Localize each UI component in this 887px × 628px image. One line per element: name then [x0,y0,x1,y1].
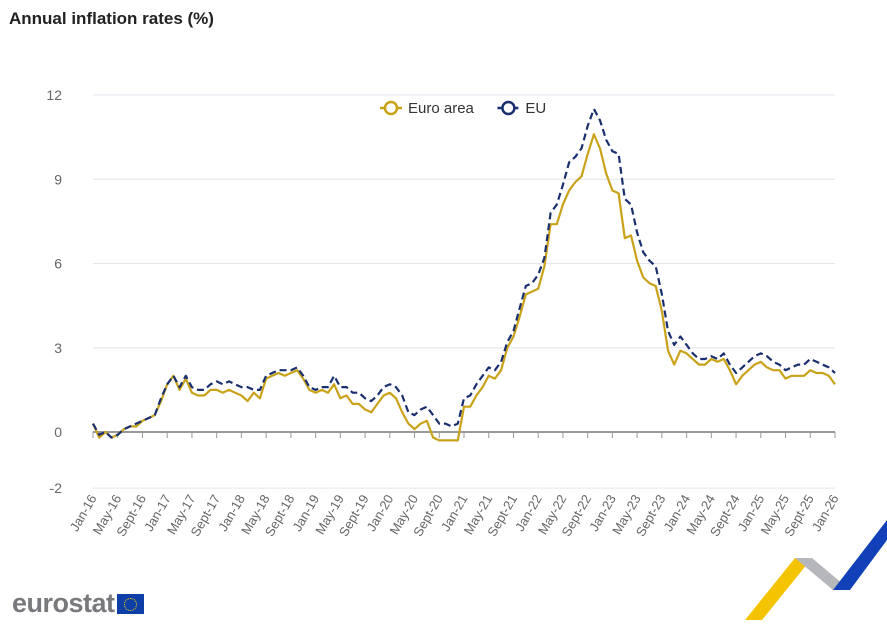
legend-label: EU [525,100,546,117]
y-tick-label: 9 [54,171,62,187]
legend-marker-icon [383,100,399,116]
series-line-euro-area [91,133,836,442]
decor-grey-ribbon [795,558,850,590]
chart-title: Annual inflation rates (%) [9,9,214,28]
legend-label: Euro area [408,100,475,117]
y-tick-label: 6 [54,256,62,272]
y-tick-label: 12 [46,87,62,103]
y-tick-label: 0 [54,424,62,440]
decor-yellow-ribbon [745,558,812,620]
eu-flag-icon [116,593,144,614]
logo-text: eurostat [12,588,115,618]
series-line-eu [92,107,836,439]
y-tick-label: -2 [50,480,63,496]
y-tick-label: 3 [54,340,62,356]
legend-marker-icon [501,100,516,116]
eurostat-logo: eurostat [12,588,144,619]
decor-blue-ribbon [833,520,887,590]
